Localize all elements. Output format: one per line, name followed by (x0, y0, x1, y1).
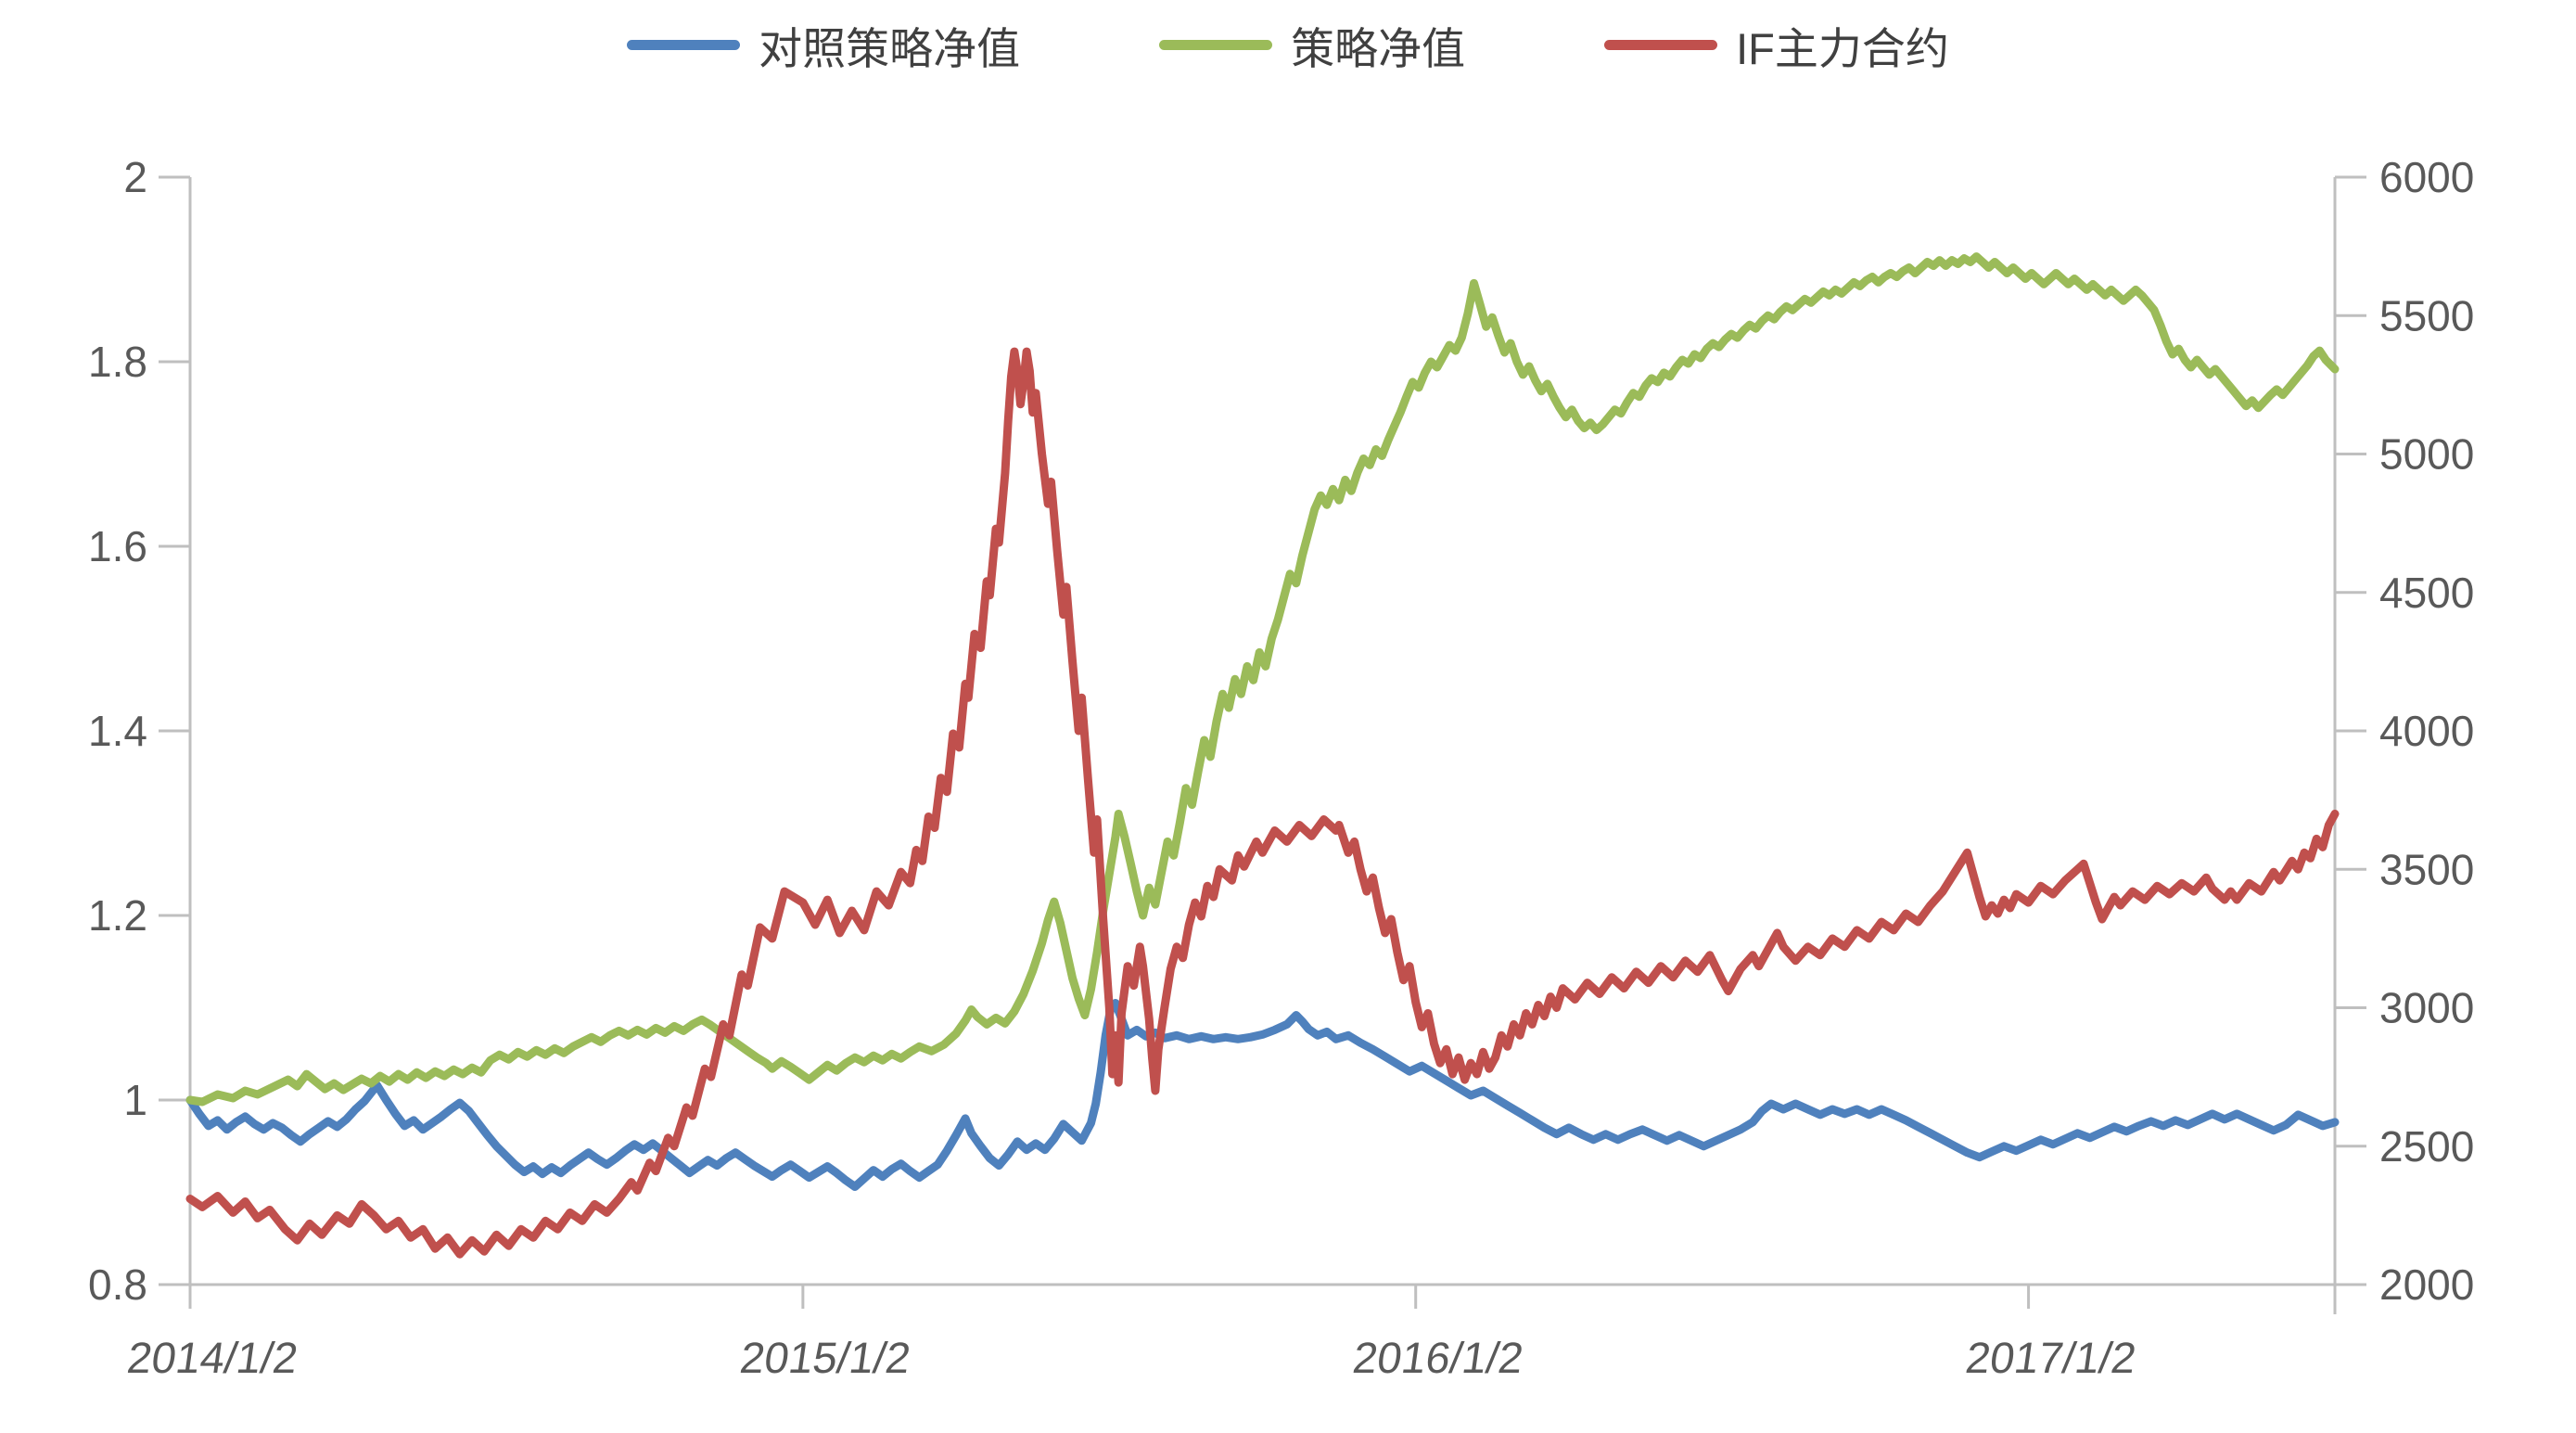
y-axis-left-tick-label: 1.8 (88, 338, 147, 386)
series-line-control-strategy (185, 999, 2340, 1191)
y-axis-left-tick-label: 1.2 (88, 891, 147, 940)
y-axis-right-tick-label: 5500 (2379, 291, 2474, 339)
x-axis-tick-label: 2017/1/2 (1963, 1334, 2139, 1383)
y-axis-left-tick-label: 1.6 (88, 522, 147, 570)
legend-item-control-strategy: 对照策略净值 (627, 13, 1020, 77)
y-axis-right-tick-label: 6000 (2379, 153, 2474, 201)
y-axis-right-tick-label: 4000 (2379, 707, 2474, 755)
y-axis-left-tick-label: 1.4 (88, 707, 147, 755)
legend-label-control-strategy: 对照策略净值 (759, 24, 1021, 73)
y-axis-left-tick-label: 1 (123, 1076, 147, 1124)
x-axis-tick-label: 2015/1/2 (737, 1334, 913, 1383)
legend-item-strategy: 策略净值 (1159, 13, 1465, 77)
y-axis-right-tick-label: 4500 (2379, 569, 2474, 617)
y-axis-right-tick-label: 2500 (2379, 1122, 2474, 1171)
y-axis-left-tick-label: 2 (123, 153, 147, 201)
legend: 对照策略净值 策略净值 IF主力合约 (0, 13, 2576, 77)
x-axis-tick-label: 2014/1/2 (124, 1334, 300, 1383)
legend-label-if-contract: IF主力合约 (1736, 24, 1949, 73)
y-axis-right-tick-label: 3000 (2379, 984, 2474, 1032)
series-line-strategy (185, 252, 2340, 1107)
legend-item-if-contract: IF主力合约 (1604, 13, 1949, 77)
y-axis-right-tick-label: 5000 (2379, 430, 2474, 479)
legend-swatch-control-strategy (627, 40, 741, 50)
y-axis-right-tick-label: 3500 (2379, 845, 2474, 893)
y-axis-right-tick-label: 2000 (2379, 1260, 2474, 1309)
legend-swatch-strategy (1159, 40, 1273, 50)
y-axis-left-tick-label: 0.8 (88, 1260, 147, 1309)
x-axis-tick-label: 2016/1/2 (1350, 1334, 1526, 1383)
series-line-if-contract (185, 347, 2340, 1259)
legend-label-strategy: 策略净值 (1291, 24, 1466, 73)
legend-swatch-if-contract (1604, 40, 1718, 50)
